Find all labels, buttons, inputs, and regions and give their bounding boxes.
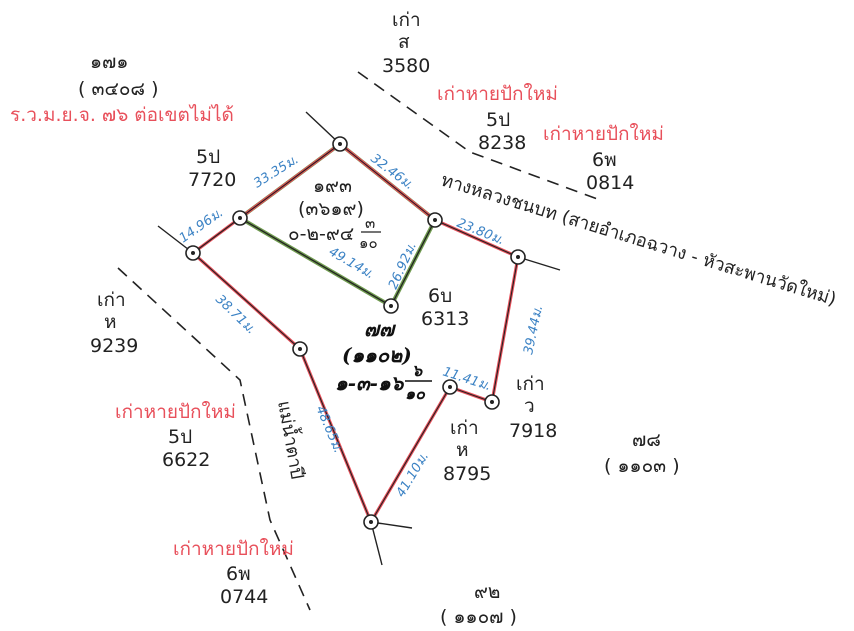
mid-label-2: ห: [456, 439, 469, 461]
distance-label: 23.80ม.: [455, 216, 507, 249]
adjacent-parcel-area-frac-bottom: ๑๐: [359, 234, 378, 252]
marker-dot: [490, 400, 494, 404]
marker-dot: [389, 304, 393, 308]
main-parcel-area-frac-bottom: ๑๐: [405, 384, 426, 403]
distance-label: 38.71ม.: [212, 292, 258, 337]
top-left-parcel-number: ๑๗๑: [90, 51, 128, 73]
distance-label: 39.44ม.: [521, 304, 546, 356]
top-dashed-boundary: [357, 71, 601, 201]
marker-dot: [433, 218, 437, 222]
adjacent-parcel-area: ๐-๒-๙๔: [288, 223, 354, 245]
top-right-num: 8238: [478, 132, 526, 154]
top-right2-num: 0814: [586, 172, 634, 194]
adjacent-parcel-area-frac-top: ๓: [365, 214, 375, 232]
marker-dot: [448, 385, 452, 389]
left-num: 7720: [188, 169, 236, 191]
marker-dot: [298, 347, 302, 351]
bottom-note: เก่าหายปักใหม่: [173, 538, 294, 560]
adjacent-parcel-sub: (๓๖๑๙): [298, 198, 364, 220]
right-parcel-sub: ( ๑๑๐๓ ): [604, 455, 680, 477]
marker-dot: [369, 520, 373, 524]
top-center-label-3: 3580: [382, 55, 430, 77]
main-parcel-inner-line: [192, 143, 519, 523]
adjacent-parcel-number: ๑๙๓: [313, 175, 352, 197]
mid-right-label-1: เก่า: [516, 373, 545, 395]
main-parcel-area: ๑-๓-๑๖: [335, 371, 405, 395]
marker-dot: [191, 251, 195, 255]
distance-label: 33.35ม.: [251, 152, 301, 191]
main-parcel-area-frac-top: ๖: [412, 361, 423, 380]
left2-label-1: เก่า: [97, 289, 126, 311]
top-left-parcel-sub: ( ๓๔๐๘ ): [78, 78, 159, 100]
bottom-left-code: 5ป: [168, 426, 192, 448]
left-dashed-boundary: [117, 267, 311, 611]
mid-right-label-2: ว: [524, 395, 535, 417]
top-center-label-1: เก่า: [392, 9, 421, 31]
distance-label: 14.96ม.: [177, 205, 226, 246]
left-code: 5ป: [196, 146, 220, 168]
bottom-num: 0744: [220, 586, 268, 608]
mid-label-1: เก่า: [450, 417, 479, 439]
center-num: 6313: [421, 308, 469, 330]
left2-label-3: 9239: [90, 335, 138, 357]
bottom-left-note: เก่าหายปักใหม่: [115, 401, 236, 423]
bottom-left-num: 6622: [162, 449, 210, 471]
survey-marker-dots: [191, 142, 520, 524]
main-parcel-sub: (๑๑๐๒): [342, 343, 412, 367]
top-right2-note: เก่าหายปักใหม่: [543, 123, 664, 145]
top-right2-code: 6พ: [592, 149, 617, 171]
distance-label: 26.92ม.: [386, 240, 420, 292]
left2-label-2: ห: [104, 311, 117, 333]
distance-label: 48.65ม.: [312, 404, 345, 456]
marker-dot: [516, 255, 520, 259]
marker-dot: [238, 216, 242, 220]
dashed-lines: [117, 71, 601, 611]
bottom-code: 6พ: [226, 563, 251, 585]
bottom-right-parcel-number: ๙๒: [474, 581, 500, 603]
mid-label-3: 8795: [443, 463, 491, 485]
top-right-code: 5ป: [486, 109, 510, 131]
canal-label: แม่น้ำตาปี: [273, 399, 310, 481]
marker-dot: [338, 142, 342, 146]
center-code: 6บ: [428, 285, 452, 307]
top-right-note: เก่าหายปักใหม่: [437, 83, 558, 105]
top-center-label-2: ส: [398, 31, 410, 53]
bottom-right-parcel-sub: ( ๑๑๐๗ ): [440, 606, 517, 628]
mid-right-label-3: 7918: [509, 420, 557, 442]
survey-markers: [185, 136, 526, 530]
top-left-note: ร.ว.ม.ย.จ. ๗๖ ต่อเขตไม่ได้: [10, 104, 234, 126]
right-parcel-number: ๗๘: [632, 429, 661, 451]
main-parcel-outline: [191, 142, 520, 524]
main-parcel-number: ๗๗: [364, 317, 397, 341]
